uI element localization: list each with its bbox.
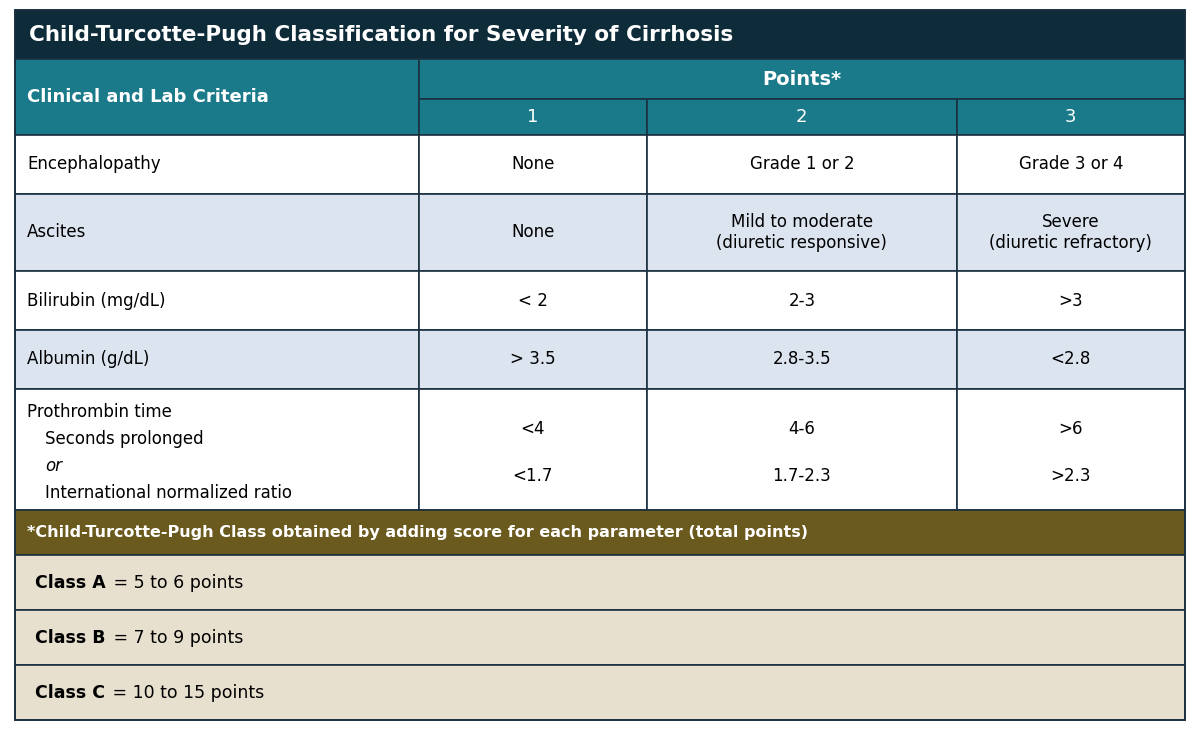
- Bar: [14, 388, 419, 510]
- Bar: [956, 99, 1186, 135]
- Bar: [14, 665, 1186, 720]
- Bar: [14, 59, 419, 135]
- Text: = 7 to 9 points: = 7 to 9 points: [108, 629, 242, 647]
- Bar: [647, 135, 956, 193]
- Text: Seconds prolonged: Seconds prolonged: [46, 430, 204, 448]
- Text: or: or: [46, 457, 62, 475]
- Bar: [956, 193, 1186, 272]
- Text: Points*: Points*: [762, 69, 841, 88]
- Text: <4: <4: [521, 420, 545, 438]
- Text: Class B: Class B: [35, 629, 106, 647]
- Bar: [14, 193, 419, 272]
- Text: Mild to moderate
(diuretic responsive): Mild to moderate (diuretic responsive): [716, 213, 887, 252]
- Bar: [419, 388, 647, 510]
- Text: None: None: [511, 223, 554, 242]
- Bar: [14, 510, 1186, 556]
- Bar: [14, 10, 1186, 59]
- Bar: [956, 135, 1186, 193]
- Text: > 3.5: > 3.5: [510, 350, 556, 369]
- Text: Grade 3 or 4: Grade 3 or 4: [1019, 155, 1123, 173]
- Text: 2: 2: [796, 108, 808, 126]
- Text: *Child-Turcotte-Pugh Class obtained by adding score for each parameter (total po: *Child-Turcotte-Pugh Class obtained by a…: [28, 525, 808, 540]
- Bar: [956, 388, 1186, 510]
- Bar: [419, 330, 647, 388]
- Text: >2.3: >2.3: [1051, 467, 1091, 485]
- Text: >3: >3: [1058, 291, 1084, 310]
- Text: None: None: [511, 155, 554, 173]
- Text: <1.7: <1.7: [512, 467, 553, 485]
- Text: 1.7-2.3: 1.7-2.3: [773, 467, 832, 485]
- Bar: [647, 330, 956, 388]
- Text: 3: 3: [1066, 108, 1076, 126]
- Text: = 5 to 6 points: = 5 to 6 points: [108, 574, 244, 592]
- Text: <2.8: <2.8: [1051, 350, 1091, 369]
- Text: Clinical and Lab Criteria: Clinical and Lab Criteria: [28, 88, 269, 106]
- Text: 1: 1: [527, 108, 539, 126]
- Text: 4-6: 4-6: [788, 420, 815, 438]
- Text: Albumin (g/dL): Albumin (g/dL): [28, 350, 149, 369]
- Bar: [419, 135, 647, 193]
- Bar: [956, 272, 1186, 330]
- Bar: [419, 193, 647, 272]
- Text: Class A: Class A: [35, 574, 106, 592]
- Text: < 2: < 2: [517, 291, 547, 310]
- Text: Bilirubin (mg/dL): Bilirubin (mg/dL): [28, 291, 166, 310]
- Bar: [647, 272, 956, 330]
- Text: Prothrombin time: Prothrombin time: [28, 403, 172, 421]
- Bar: [14, 556, 1186, 610]
- Text: Grade 1 or 2: Grade 1 or 2: [750, 155, 854, 173]
- Bar: [647, 388, 956, 510]
- Text: = 10 to 15 points: = 10 to 15 points: [107, 683, 264, 702]
- Bar: [419, 59, 1186, 99]
- Text: Severe
(diuretic refractory): Severe (diuretic refractory): [990, 213, 1152, 252]
- Bar: [14, 330, 419, 388]
- Bar: [647, 99, 956, 135]
- Bar: [956, 330, 1186, 388]
- Text: Class C: Class C: [35, 683, 106, 702]
- Text: Ascites: Ascites: [28, 223, 86, 242]
- Text: Child-Turcotte-Pugh Classification for Severity of Cirrhosis: Child-Turcotte-Pugh Classification for S…: [29, 25, 733, 45]
- Text: 2.8-3.5: 2.8-3.5: [773, 350, 832, 369]
- Text: International normalized ratio: International normalized ratio: [46, 484, 292, 502]
- Bar: [14, 135, 419, 193]
- Text: Encephalopathy: Encephalopathy: [28, 155, 161, 173]
- Bar: [647, 193, 956, 272]
- Text: 2-3: 2-3: [788, 291, 815, 310]
- Text: >6: >6: [1058, 420, 1084, 438]
- Bar: [14, 610, 1186, 665]
- Bar: [419, 272, 647, 330]
- Bar: [14, 272, 419, 330]
- Bar: [419, 99, 647, 135]
